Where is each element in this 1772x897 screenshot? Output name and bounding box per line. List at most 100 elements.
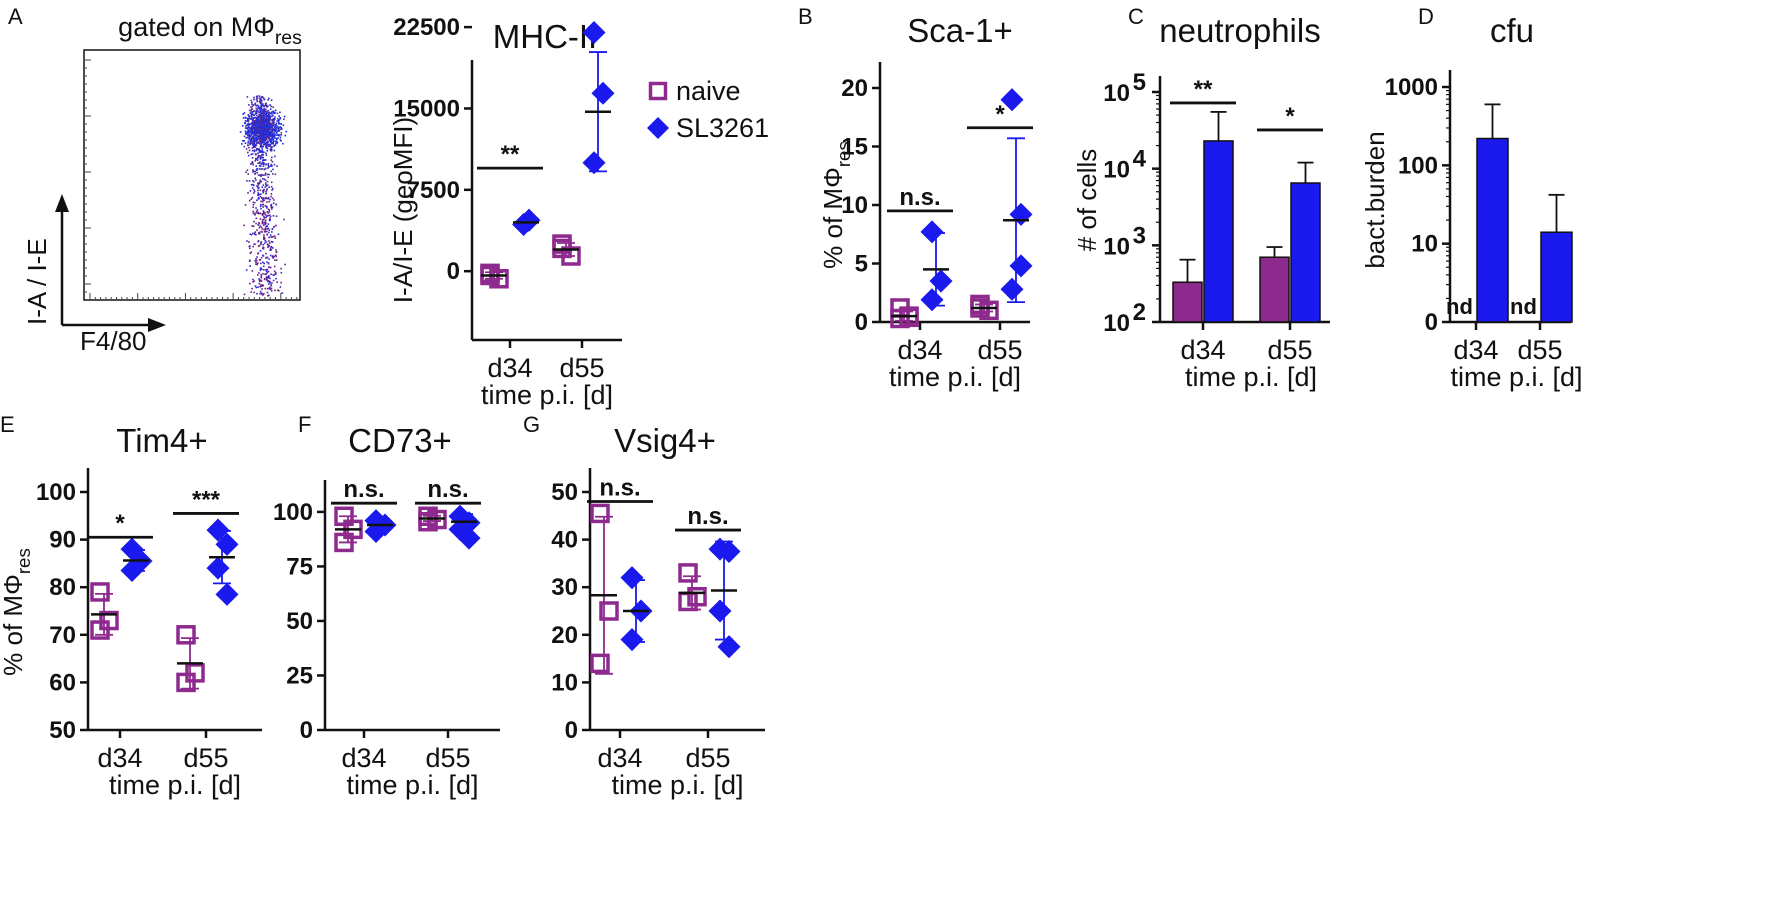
flow-event-dot [249, 247, 251, 250]
flow-event-dot [259, 129, 262, 132]
flow-event-dot [257, 162, 259, 164]
data-point-sl3261 [717, 539, 741, 564]
flow-event-dot [261, 154, 263, 156]
flow-event-dot [243, 112, 246, 114]
flow-event-dot [257, 253, 259, 255]
flow-event-dot [258, 127, 261, 130]
flow-event-dot [269, 280, 271, 283]
flow-event-dot [248, 199, 251, 202]
flow-event-dot [258, 168, 261, 170]
flow-event-dot [252, 204, 255, 206]
flow-event-dot [282, 142, 284, 145]
flow-event-dot [271, 123, 274, 125]
data-point-sl3261 [448, 504, 472, 528]
flow-event-dot [271, 156, 273, 159]
data-point-naive [176, 625, 196, 645]
flow-event-dot [253, 129, 256, 131]
flow-event-dot [250, 123, 252, 125]
flow-event-dot [268, 143, 271, 146]
flow-event-dot [283, 118, 285, 120]
flow-event-dot [248, 123, 250, 126]
flow-event-dot [280, 123, 282, 125]
flow-event-dot [261, 132, 263, 134]
flow-event-dot [256, 99, 258, 102]
flow-event-dot [270, 138, 272, 140]
flow-event-dot [280, 134, 283, 136]
flow-event-dot [268, 294, 270, 297]
flow-event-dot [252, 114, 255, 116]
flow-event-dot [261, 221, 264, 224]
flow-event-dot [266, 122, 268, 124]
flow-event-dot [271, 115, 273, 118]
flow-event-dot [272, 121, 274, 124]
flow-event-dot [251, 187, 254, 189]
flow-event-dot [264, 242, 266, 245]
flow-event-dot [248, 116, 251, 118]
flow-event-dot [265, 270, 268, 272]
flow-event-dot [269, 254, 272, 257]
significance-label: n.s. [343, 476, 384, 503]
flow-event-dot [252, 104, 255, 107]
flow-event-dot [280, 281, 282, 284]
flow-event-dot [251, 147, 254, 149]
flow-event-dot [258, 150, 261, 152]
flow-event-dot [266, 180, 269, 183]
flow-event-dot [265, 126, 267, 129]
flow-event-dot [267, 132, 270, 135]
flow-event-dot [247, 120, 250, 122]
flow-event-dot [258, 272, 260, 274]
flow-event-dot [264, 138, 267, 140]
flow-y-label: I-A / I-E [22, 238, 52, 325]
flow-event-dot [254, 102, 256, 105]
flow-event-dot [263, 118, 266, 121]
flow-event-dot [260, 143, 262, 146]
flow-event-dot [262, 265, 265, 268]
flow-event-dot [261, 288, 263, 290]
flow-event-dot [247, 142, 249, 144]
flow-event-dot [270, 193, 273, 195]
flow-event-dot [270, 170, 272, 173]
y-tick-label: 15000 [393, 95, 460, 122]
flow-event-dot [252, 169, 254, 171]
flow-event-dot [276, 141, 278, 143]
flow-event-dot [271, 231, 273, 233]
flow-event-dot [261, 168, 264, 170]
flow-event-dot [269, 132, 272, 135]
flow-event-dot [254, 124, 256, 126]
flow-event-dot [256, 185, 258, 187]
flow-event-dot [255, 157, 257, 160]
flow-event-dot [265, 230, 268, 233]
data-point-sl3261 [1009, 254, 1033, 278]
data-point-sl3261 [717, 635, 741, 659]
flow-event-dot [247, 122, 250, 125]
flow-event-dot [264, 167, 267, 170]
flow-event-dot [251, 225, 253, 227]
y-tick-label: 70 [49, 622, 76, 649]
flow-event-dot [254, 259, 256, 262]
flow-event-dot [251, 196, 254, 199]
flow-event-dot [249, 233, 252, 235]
flow-event-dot [252, 111, 254, 113]
flow-event-dot [281, 128, 283, 130]
flow-event-dot [264, 172, 267, 175]
flow-event-dot [252, 201, 255, 204]
flow-event-dot [266, 215, 268, 217]
y-tick-label: 0 [300, 717, 313, 744]
flow-event-dot [276, 165, 278, 167]
flow-event-dot [265, 135, 268, 137]
flow-event-dot [267, 212, 270, 214]
flow-event-dot [250, 233, 253, 236]
flow-event-dot [256, 229, 258, 231]
flow-event-dot [247, 114, 250, 116]
flow-event-dot [268, 125, 271, 128]
flow-event-dot [250, 153, 252, 156]
flow-event-dot [261, 117, 264, 119]
y-tick-label: 50 [286, 608, 313, 635]
flow-event-dot [246, 120, 248, 122]
flow-event-dot [252, 212, 255, 215]
significance-label: n.s. [599, 475, 640, 502]
flow-event-dot [253, 189, 255, 191]
flow-event-dot [257, 182, 260, 184]
flow-event-dot [270, 134, 273, 136]
flow-event-dot [255, 107, 258, 110]
